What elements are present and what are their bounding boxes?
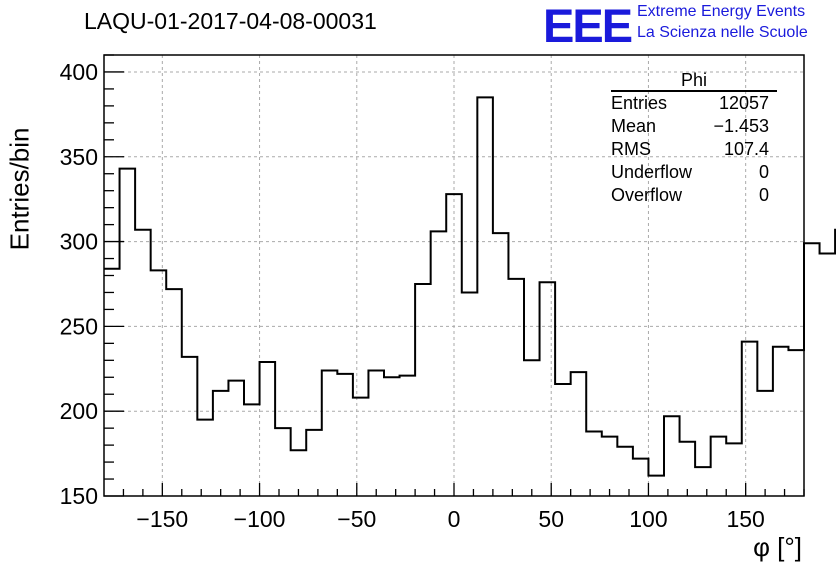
x-tick-label: 0 <box>448 506 461 532</box>
histogram-line <box>104 96 836 477</box>
chart-title: LAQU-01-2017-04-08-00031 <box>84 8 377 34</box>
x-tick-label: 150 <box>726 506 764 532</box>
x-axis-label: φ [°] <box>753 532 802 562</box>
stats-label: Overflow <box>611 185 683 205</box>
stats-value: 107.4 <box>723 139 769 159</box>
stats-value: −1.453 <box>713 116 769 136</box>
stats-title: Phi <box>611 70 777 92</box>
stats-row-mean: Mean −1.453 <box>611 115 777 138</box>
x-tick-label: −150 <box>136 506 188 532</box>
stats-box: Phi Entries 12057 Mean −1.453 RMS 107.4 Underf… <box>611 70 777 207</box>
logo-line-1: Extreme Energy Events <box>637 3 806 20</box>
eee-logo: EEE <box>543 0 633 52</box>
y-tick-label: 300 <box>60 229 98 255</box>
stats-label: Mean <box>611 116 657 136</box>
stats-label: Underflow <box>611 162 693 182</box>
stats-value: 0 <box>758 162 769 182</box>
stats-label: Entries <box>611 93 668 113</box>
y-tick-label: 250 <box>60 313 98 339</box>
y-tick-label: 350 <box>60 144 98 170</box>
axis-ticks: −150 −100 −50 0 50 100 150 150 200 250 300 350 400 <box>60 54 805 532</box>
y-axis-label: Entries/bin <box>4 127 35 251</box>
x-tick-label: −50 <box>337 506 376 532</box>
histogram-step-line <box>104 96 836 477</box>
stats-row-overflow: Overflow 0 <box>611 184 777 207</box>
y-tick-label: 400 <box>60 59 98 85</box>
stats-row-underflow: Underflow 0 <box>611 161 777 184</box>
x-tick-label: 100 <box>629 506 667 532</box>
x-tick-label: −100 <box>234 506 286 532</box>
stats-row-entries: Entries 12057 <box>611 92 777 115</box>
stats-label: RMS <box>611 139 651 159</box>
stats-value: 0 <box>758 185 769 205</box>
x-tick-label: 50 <box>538 506 564 532</box>
stats-value: 12057 <box>718 93 769 113</box>
y-tick-label: 200 <box>60 398 98 424</box>
stats-row-rms: RMS 107.4 <box>611 138 777 161</box>
logo-line-2: La Scienza nelle Scuole <box>637 24 808 41</box>
y-tick-label: 150 <box>60 483 98 509</box>
